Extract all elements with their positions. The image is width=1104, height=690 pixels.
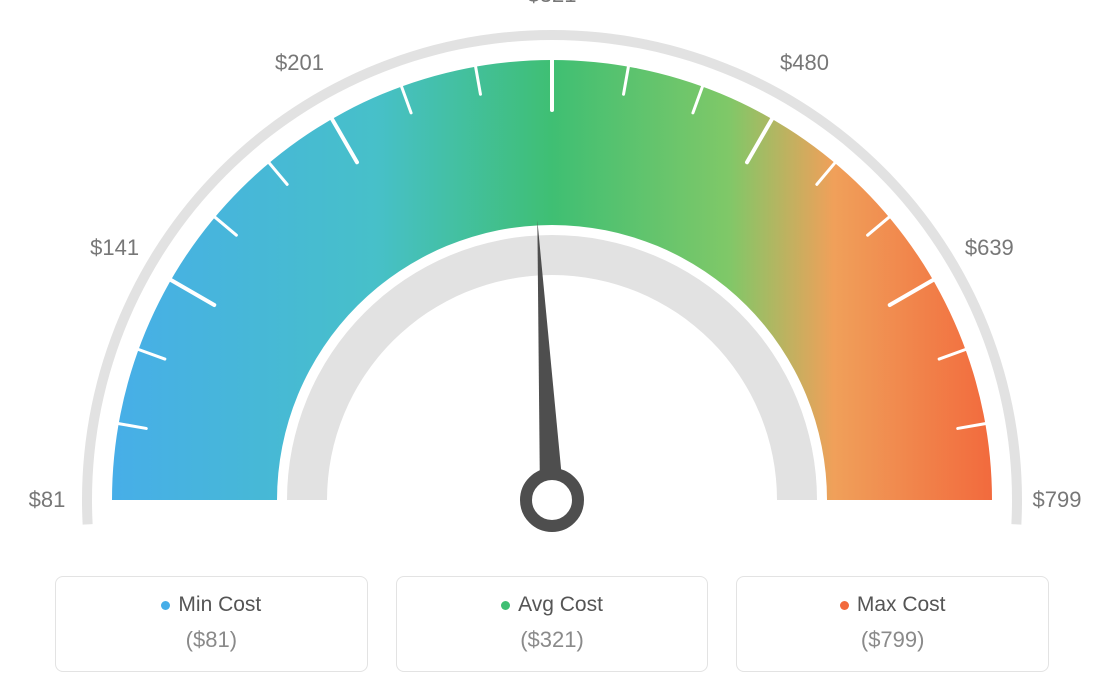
gauge-tick-label: $321 [528,0,577,8]
stat-card-avg: Avg Cost ($321) [396,576,709,672]
stat-value: ($799) [737,627,1048,653]
cost-gauge-widget: $81 $141 $201 $321 $480 $639 $799 Min Cost ($8… [0,0,1104,690]
bullet-icon [161,601,170,610]
gauge-tick-label: $799 [1033,487,1082,513]
gauge-tick-label: $141 [90,235,139,261]
gauge-tick-label: $480 [780,50,829,76]
stat-label: Avg Cost [518,593,603,617]
stat-title-avg: Avg Cost [501,593,603,617]
stat-title-max: Max Cost [840,593,946,617]
stat-title-min: Min Cost [161,593,261,617]
gauge-tick-label: $201 [275,50,324,76]
gauge-tick-label: $81 [29,487,66,513]
bullet-icon [840,601,849,610]
bullet-icon [501,601,510,610]
stats-row: Min Cost ($81) Avg Cost ($321) Max Cost … [55,576,1049,672]
stat-label: Max Cost [857,593,946,617]
gauge-svg [0,0,1104,560]
stat-value: ($321) [397,627,708,653]
stat-label: Min Cost [178,593,261,617]
gauge-tick-label: $639 [965,235,1014,261]
gauge-area: $81 $141 $201 $321 $480 $639 $799 [0,0,1104,560]
stat-card-max: Max Cost ($799) [736,576,1049,672]
stat-value: ($81) [56,627,367,653]
stat-card-min: Min Cost ($81) [55,576,368,672]
